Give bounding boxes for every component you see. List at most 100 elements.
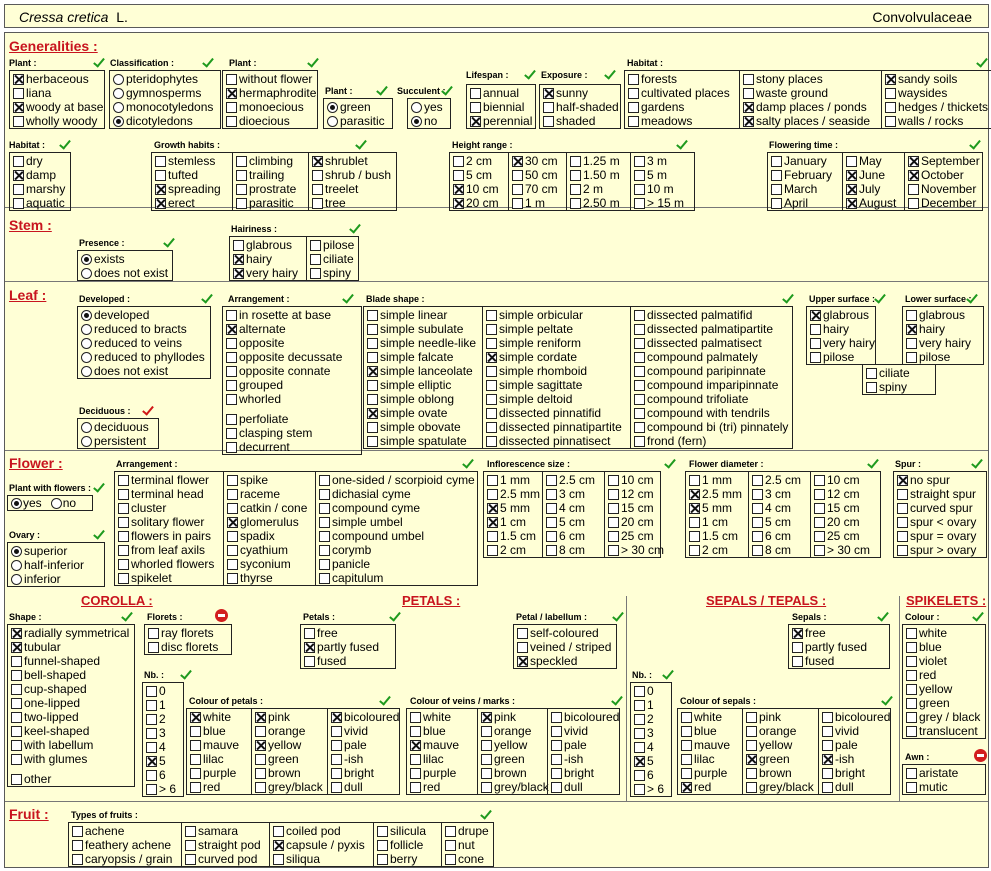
option-bright[interactable]: bright — [328, 766, 401, 780]
checkbox[interactable] — [608, 531, 619, 542]
option-compound-imparipinnate[interactable]: compound imparipinnate — [631, 378, 794, 392]
checkbox[interactable] — [367, 366, 378, 377]
option-spadix[interactable]: spadix — [224, 529, 315, 543]
checkbox[interactable] — [310, 254, 321, 265]
option-very-hairy[interactable]: very hairy — [903, 336, 985, 350]
checkbox[interactable] — [634, 714, 645, 725]
option-spiny[interactable]: spiny — [863, 380, 937, 394]
checkbox[interactable] — [752, 503, 763, 514]
checkbox[interactable] — [634, 742, 645, 753]
checkbox[interactable] — [885, 88, 896, 99]
checkbox[interactable] — [118, 573, 129, 584]
option-1[interactable]: 1 — [143, 698, 185, 712]
option-cup-shaped[interactable]: cup-shaped — [8, 682, 136, 696]
checkbox[interactable] — [810, 324, 821, 335]
checkbox[interactable] — [512, 156, 523, 167]
option-brown[interactable]: brown — [478, 766, 547, 780]
option-1-mm[interactable]: 1 mm — [686, 473, 748, 487]
checkbox[interactable] — [486, 352, 497, 363]
option-8-cm[interactable]: 8 cm — [749, 543, 810, 557]
option-deciduous[interactable]: deciduous — [78, 420, 160, 434]
option-compound-umbel[interactable]: compound umbel — [316, 529, 479, 543]
checkbox[interactable] — [634, 770, 645, 781]
option-bell-shaped[interactable]: bell-shaped — [8, 668, 136, 682]
radio-button[interactable] — [81, 338, 92, 349]
option-orange[interactable]: orange — [743, 724, 818, 738]
option-1-cm[interactable]: 1 cm — [686, 515, 748, 529]
option-green[interactable]: green — [252, 752, 327, 766]
option-orange[interactable]: orange — [252, 724, 327, 738]
option-5[interactable]: 5 — [631, 754, 673, 768]
option-curved-spur[interactable]: curved spur — [894, 501, 988, 515]
option-dissected-pinnatifid[interactable]: dissected pinnatifid — [483, 406, 630, 420]
checkbox[interactable] — [608, 489, 619, 500]
option-monocotyledons[interactable]: monocotyledons — [110, 100, 222, 114]
checkbox[interactable] — [13, 88, 24, 99]
option-2-5-cm[interactable]: 2.5 cm — [749, 473, 810, 487]
option-yes[interactable]: yes — [408, 100, 452, 114]
option-woody-at-base[interactable]: woody at base — [10, 100, 106, 114]
checkbox[interactable] — [233, 240, 244, 251]
option-disc-florets[interactable]: disc florets — [145, 640, 233, 654]
option-1-mm[interactable]: 1 mm — [484, 473, 542, 487]
option-white[interactable]: white — [187, 710, 251, 724]
checkbox[interactable] — [906, 782, 917, 793]
checkbox[interactable] — [810, 352, 821, 363]
option-superior[interactable]: superior — [8, 544, 106, 558]
option-bright[interactable]: bright — [819, 766, 892, 780]
option-vivid[interactable]: vivid — [328, 724, 401, 738]
checkbox[interactable] — [319, 489, 330, 500]
checkbox[interactable] — [453, 156, 464, 167]
option-shrublet[interactable]: shrublet — [309, 154, 398, 168]
option-pale[interactable]: pale — [328, 738, 401, 752]
option-vivid[interactable]: vivid — [819, 724, 892, 738]
checkbox[interactable] — [487, 545, 498, 556]
option-very-hairy[interactable]: very hairy — [230, 266, 306, 280]
option-september[interactable]: September — [905, 154, 984, 168]
checkbox[interactable] — [304, 628, 315, 639]
checkbox[interactable] — [546, 489, 557, 500]
option-bicoloured[interactable]: bicoloured — [819, 710, 892, 724]
checkbox[interactable] — [551, 712, 562, 723]
checkbox[interactable] — [906, 768, 917, 779]
checkbox[interactable] — [367, 352, 378, 363]
checkbox[interactable] — [453, 170, 464, 181]
checkbox[interactable] — [227, 531, 238, 542]
radio-button[interactable] — [11, 546, 22, 557]
checkbox[interactable] — [236, 198, 247, 209]
checkbox[interactable] — [608, 475, 619, 486]
option-august[interactable]: August — [843, 196, 904, 210]
option-ish[interactable]: -ish — [819, 752, 892, 766]
checkbox[interactable] — [810, 338, 821, 349]
checkbox[interactable] — [908, 156, 919, 167]
option-developed[interactable]: developed — [78, 308, 212, 322]
option-4-cm[interactable]: 4 cm — [749, 501, 810, 515]
checkbox[interactable] — [517, 656, 528, 667]
option-2-5-mm[interactable]: 2.5 mm — [484, 487, 542, 501]
option-2-m[interactable]: 2 m — [567, 182, 630, 196]
option-10-m[interactable]: 10 m — [631, 182, 696, 196]
option-green[interactable]: green — [743, 752, 818, 766]
option-compound-palmately[interactable]: compound palmately — [631, 350, 794, 364]
option-achene[interactable]: achene — [69, 824, 181, 838]
checkbox[interactable] — [319, 559, 330, 570]
option-spur-ovary[interactable]: spur = ovary — [894, 529, 988, 543]
option-terminal-flower[interactable]: terminal flower — [115, 473, 223, 487]
option-walls-rocks[interactable]: walls / rocks — [882, 114, 991, 128]
option-veined-striped[interactable]: veined / striped — [514, 640, 618, 654]
option-yellow[interactable]: yellow — [743, 738, 818, 752]
checkbox[interactable] — [255, 712, 266, 723]
checkbox[interactable] — [866, 368, 877, 379]
checkbox[interactable] — [11, 670, 22, 681]
checkbox[interactable] — [814, 531, 825, 542]
option-opposite[interactable]: opposite — [223, 336, 363, 350]
option-glomerulus[interactable]: glomerulus — [224, 515, 315, 529]
option-tubular[interactable]: tubular — [8, 640, 136, 654]
checkbox[interactable] — [236, 184, 247, 195]
option-with-glumes[interactable]: with glumes — [8, 752, 136, 766]
checkbox[interactable] — [634, 756, 645, 767]
checkbox[interactable] — [846, 198, 857, 209]
option-green[interactable]: green — [903, 696, 987, 710]
checkbox[interactable] — [517, 642, 528, 653]
option-salty-places-seaside[interactable]: salty places / seaside — [740, 114, 881, 128]
